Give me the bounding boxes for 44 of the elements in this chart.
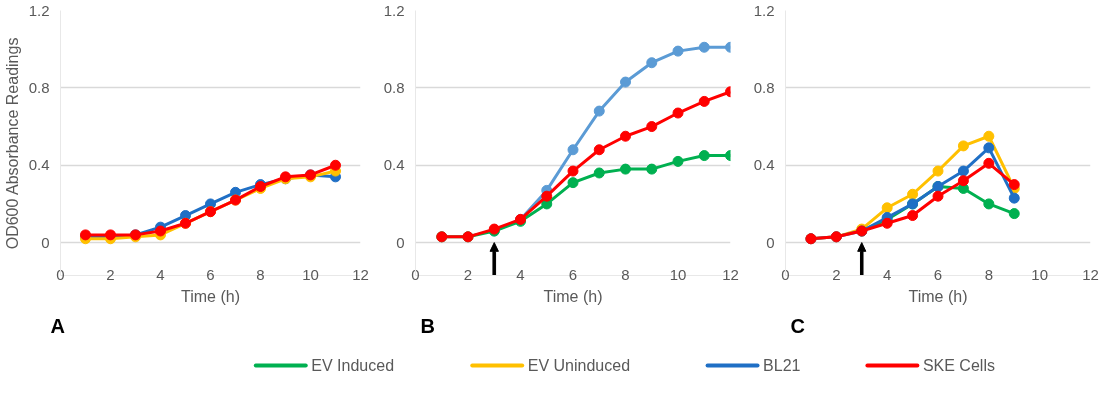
x-axis-title: Time (h) (543, 287, 603, 305)
x-tick-label: 10 (1031, 265, 1049, 283)
y-tick-label: 1.2 (28, 1, 50, 19)
legend-label: EV Uninduced (527, 357, 631, 374)
y-tick-label: 0 (41, 233, 50, 251)
y-tick-label: 0.4 (28, 156, 50, 174)
x-tick-label: 12 (1082, 265, 1099, 283)
x-tick-label: 4 (516, 265, 525, 283)
x-axis-title: Time (h) (181, 287, 240, 305)
x-tick-label: 8 (256, 265, 265, 283)
x-tick-label: 6 (568, 265, 578, 283)
legend-label: SKE Cells (922, 357, 995, 374)
text: B (420, 314, 435, 337)
x-tick-label: 0 (411, 265, 420, 283)
x-tick-label: 10 (302, 265, 319, 283)
x-tick-label: 2 (106, 265, 115, 283)
legend-label: BL21 (763, 357, 801, 374)
y-tick-label: 1.2 (383, 1, 405, 19)
x-tick-label: 4 (883, 265, 892, 283)
x-tick-label: 0 (781, 265, 790, 283)
y-tick-label: 0.8 (28, 78, 50, 96)
y-tick-label: 0 (766, 233, 775, 251)
y-tick-label: 0.4 (753, 156, 775, 174)
y-tick-label: 0 (396, 233, 405, 251)
text: A (50, 314, 65, 337)
x-tick-label: 2 (832, 265, 841, 283)
x-tick-label: 12 (352, 265, 369, 283)
y-tick-label: 0.4 (383, 156, 405, 174)
x-tick-label: 4 (156, 265, 165, 283)
legend-label: EV Induced (311, 357, 395, 374)
x-tick-label: 12 (722, 265, 739, 283)
y-tick-label: 1.2 (753, 1, 775, 19)
y-axis-title: OD600 Absorbance Readings (3, 37, 21, 250)
x-tick-label: 0 (56, 265, 65, 283)
x-tick-label: 2 (463, 265, 473, 283)
x-tick-label: 8 (621, 265, 630, 283)
y-tick-label: 0.8 (753, 78, 775, 96)
x-tick-label: 10 (669, 265, 687, 283)
x-tick-label: 8 (984, 265, 994, 283)
x-tick-label: 6 (933, 265, 943, 283)
x-axis-title: Time (h) (908, 287, 968, 305)
text: C (790, 314, 805, 337)
y-tick-label: 0.8 (383, 78, 405, 96)
x-tick-label: 6 (206, 265, 215, 283)
